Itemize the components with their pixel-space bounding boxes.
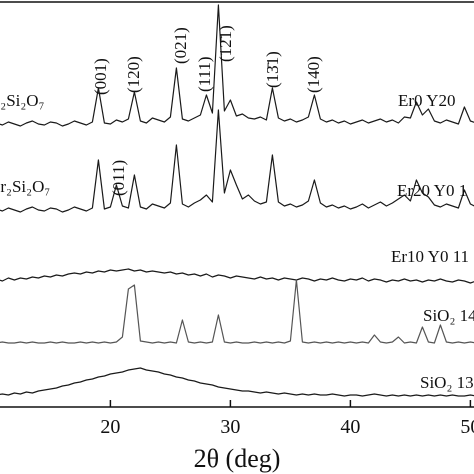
peak-label: (13̄1): [263, 51, 282, 88]
plot-frame: [0, 1, 474, 408]
peak-label: (001): [91, 58, 110, 95]
peak-label: (011): [109, 160, 128, 196]
series-label: Er0 Y20: [398, 91, 455, 110]
phase-label: Y₂Si₂O₇: [0, 91, 45, 110]
x-tick-label: 30: [220, 416, 240, 438]
x-tick-label: 40: [340, 416, 360, 438]
peak-label: (111): [195, 56, 214, 92]
peak-label: (120): [124, 56, 143, 93]
peak-label: (140): [304, 56, 323, 93]
series-label: SiO₂ 14: [423, 306, 474, 325]
series-label: SiO₂ 13: [420, 373, 474, 392]
series-line: [0, 367, 474, 397]
series-line: [0, 4, 474, 127]
x-tick-label: 50: [460, 416, 474, 438]
series-label: Er10 Y0 11: [391, 247, 469, 266]
peak-label: (021): [171, 27, 190, 64]
x-tick-label: 20: [100, 416, 120, 438]
series-line: [0, 109, 474, 213]
series-label: Er20 Y0 1: [397, 181, 467, 200]
series-line: [0, 268, 474, 284]
peak-label: (12̄1): [216, 25, 235, 62]
series-line: [0, 279, 474, 344]
phase-label: Er₂Si₂O₇: [0, 177, 50, 196]
x-axis-title: 2θ (deg): [194, 444, 281, 473]
